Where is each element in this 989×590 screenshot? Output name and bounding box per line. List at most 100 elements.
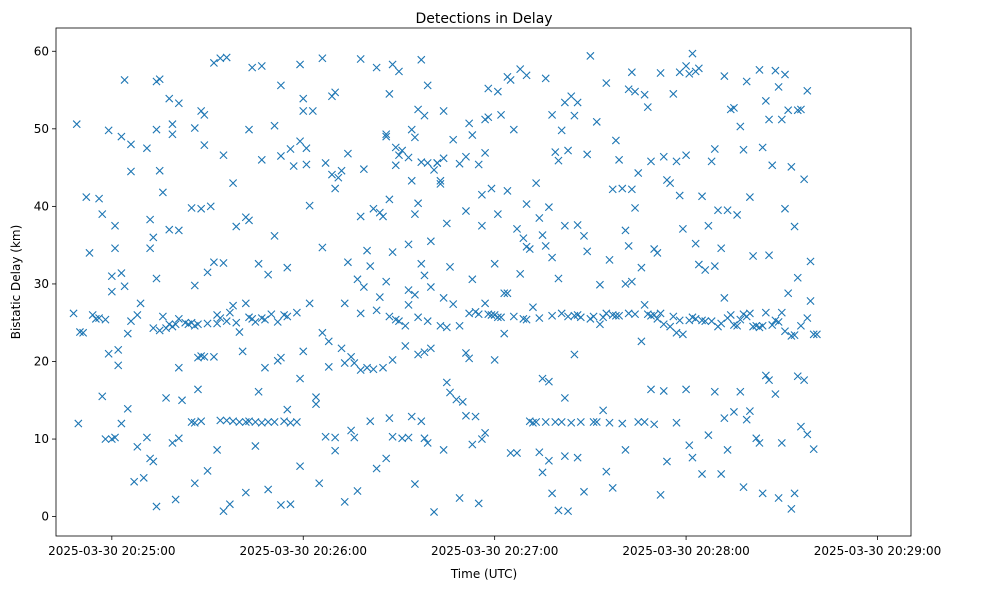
data-point	[809, 330, 818, 339]
data-point	[117, 132, 126, 141]
data-point	[114, 345, 123, 354]
data-point	[379, 212, 387, 221]
data-point	[602, 467, 611, 476]
data-point	[264, 485, 273, 494]
data-point	[503, 289, 512, 298]
data-point	[461, 207, 470, 216]
data-point	[193, 320, 202, 329]
data-point	[410, 290, 419, 299]
data-point	[640, 418, 649, 426]
data-point	[165, 94, 174, 103]
data-point	[420, 271, 429, 280]
data-point	[385, 89, 394, 98]
data-point	[541, 418, 550, 426]
data-point	[471, 412, 480, 421]
data-point	[544, 456, 553, 465]
data-point	[321, 158, 330, 167]
data-point	[787, 504, 796, 513]
data-point	[82, 193, 91, 202]
data-point	[343, 149, 352, 158]
data-point	[235, 418, 244, 426]
data-point	[276, 81, 285, 90]
data-point	[490, 355, 499, 364]
data-point	[104, 126, 113, 135]
data-point	[222, 53, 231, 62]
data-point	[755, 438, 764, 447]
data-point	[426, 237, 435, 246]
data-point	[729, 103, 738, 112]
data-point	[481, 148, 490, 157]
data-point	[777, 115, 786, 124]
data-point	[401, 321, 410, 330]
data-point	[765, 251, 774, 260]
data-point	[257, 418, 266, 427]
data-point	[391, 161, 400, 170]
data-point	[500, 329, 509, 338]
data-point	[580, 487, 588, 496]
data-point	[439, 106, 448, 115]
data-point	[388, 355, 397, 364]
data-point	[162, 393, 171, 402]
data-point	[168, 120, 177, 129]
data-point	[171, 320, 180, 329]
data-point	[241, 299, 250, 308]
data-point	[516, 269, 525, 278]
data-point	[449, 300, 458, 309]
data-point	[130, 477, 139, 486]
data-point	[672, 418, 681, 427]
data-point	[420, 434, 429, 443]
data-point	[283, 405, 292, 414]
data-point	[111, 244, 120, 253]
data-point	[576, 418, 585, 426]
data-point	[251, 418, 260, 426]
data-point	[455, 321, 464, 330]
data-point	[436, 321, 445, 330]
data-point	[369, 204, 378, 213]
data-point	[707, 157, 716, 166]
data-point	[736, 315, 745, 324]
data-point	[388, 60, 397, 69]
data-point	[570, 311, 579, 320]
data-point	[528, 303, 537, 312]
data-point	[305, 201, 314, 210]
data-point	[675, 191, 684, 200]
data-point	[538, 468, 547, 477]
data-point	[248, 63, 257, 72]
data-point	[567, 92, 576, 101]
data-point	[312, 393, 320, 402]
data-point	[353, 487, 362, 496]
data-point	[120, 75, 129, 84]
data-point	[401, 341, 410, 350]
data-point	[200, 110, 209, 119]
data-point	[359, 283, 368, 292]
data-point	[324, 337, 333, 346]
data-point	[222, 416, 231, 425]
data-point	[513, 224, 521, 233]
data-point	[564, 312, 573, 321]
data-point	[283, 312, 292, 321]
data-point	[283, 263, 292, 272]
data-point	[647, 311, 655, 320]
data-point	[260, 363, 269, 372]
data-point	[634, 418, 643, 426]
data-point	[133, 310, 142, 319]
data-point	[369, 365, 378, 374]
data-point	[407, 412, 416, 421]
y-tick-label: 60	[34, 44, 49, 58]
data-point	[761, 308, 770, 317]
data-point	[647, 157, 655, 166]
data-point	[133, 442, 142, 451]
data-point	[809, 445, 818, 454]
data-point	[570, 111, 579, 120]
data-point	[774, 317, 783, 326]
data-point	[487, 184, 496, 193]
data-point	[155, 326, 164, 335]
data-point	[152, 502, 161, 511]
data-point	[75, 328, 84, 337]
data-point	[688, 49, 697, 58]
data-point	[605, 255, 614, 264]
data-point	[774, 494, 783, 502]
data-point	[576, 313, 585, 322]
data-point	[142, 144, 151, 153]
data-point	[643, 103, 652, 112]
